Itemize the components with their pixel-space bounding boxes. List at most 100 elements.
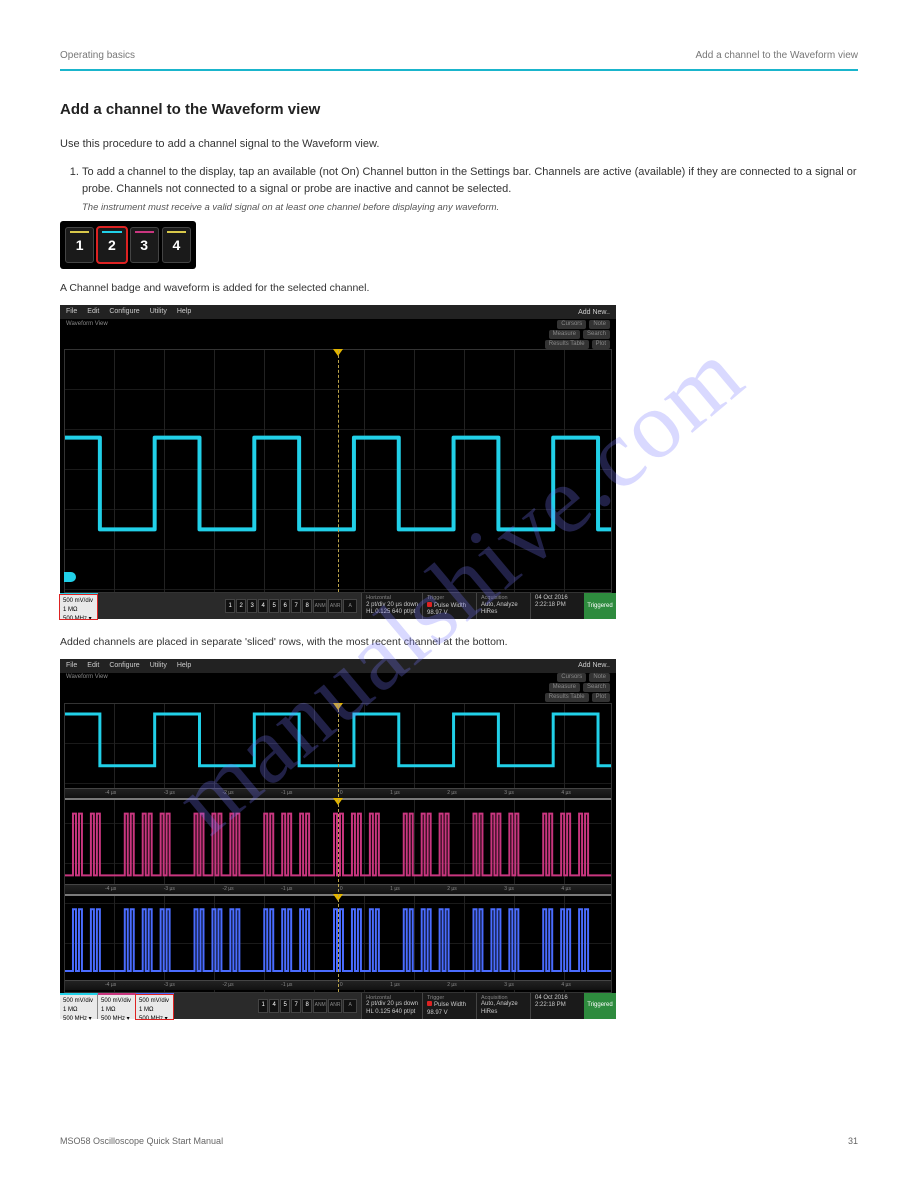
scope-subbar2: MeasureSearch	[60, 683, 616, 693]
scope-graticule-stacked: -4 µs-3 µs-2 µs-1 µs01 µs2 µs3 µs4 µs -4…	[64, 703, 612, 993]
acquisition-panel[interactable]: AcquisitionAuto, AnalyzeHiRes	[476, 993, 530, 1019]
scope-subbar3: Results TablePlot	[60, 693, 616, 703]
subbar-left: Waveform View	[66, 673, 108, 682]
header-left: Operating basics	[60, 48, 135, 63]
figure2-caption: Added channels are placed in separate 's…	[60, 635, 858, 651]
scope-subbar3: Results TablePlot	[60, 339, 616, 349]
inactive-channel-tab[interactable]: 3	[247, 599, 257, 613]
scope-subbar: Waveform View CursorsNote	[60, 319, 616, 329]
channel-badge[interactable]: 500 mV/div1 MΩ500 MHz ▾	[60, 593, 98, 619]
timestamp-panel[interactable]: 04 Oct 20162:22:18 PM	[530, 993, 584, 1019]
channel-button-label: 2	[108, 235, 116, 256]
inactive-channel-tab[interactable]: 5	[269, 599, 279, 613]
channel-button-1[interactable]: 1	[65, 227, 94, 263]
waveform-svg	[65, 350, 611, 593]
run-state-button[interactable]: Triggered	[584, 593, 616, 619]
inactive-channel-tab[interactable]: 5	[280, 999, 290, 1013]
scope-tool-button[interactable]: Results Table	[545, 340, 589, 349]
channel-button-label: 1	[76, 235, 84, 256]
footer-right: 31	[848, 1135, 858, 1149]
scope-menubar: File Edit Configure Utility Help Add New..	[60, 659, 616, 673]
scope-tool-button[interactable]: Plot	[592, 693, 610, 702]
scope-menu-item[interactable]: Configure	[109, 661, 139, 672]
inactive-channel-tab[interactable]: 6	[280, 599, 290, 613]
inactive-channel-tab[interactable]: 2	[236, 599, 246, 613]
header-right: Add a channel to the Waveform view	[696, 48, 859, 63]
inactive-channel-tab[interactable]: 8	[302, 599, 312, 613]
scope-subbar: Waveform View CursorsNote	[60, 673, 616, 683]
step-1-note: The instrument must receive a valid sign…	[82, 201, 858, 215]
scope-bottombar: 500 mV/div1 MΩ500 MHz ▾500 mV/div1 MΩ500…	[60, 993, 616, 1019]
trigger-panel[interactable]: TriggerPulse Width98.97 V	[422, 593, 476, 619]
scope-menu-item[interactable]: File	[66, 307, 77, 318]
scope-menu-item[interactable]: Help	[177, 661, 191, 672]
inactive-channel-tab[interactable]: 1	[225, 599, 235, 613]
channel-button-label: 4	[172, 235, 180, 256]
step-1: To add a channel to the display, tap an …	[82, 164, 858, 215]
addnew-label: Add New..	[578, 309, 610, 316]
page-header: Operating basics Add a channel to the Wa…	[60, 48, 858, 63]
scope-tool-button[interactable]: Measure	[549, 330, 580, 339]
section-intro: Use this procedure to add a channel sign…	[60, 136, 858, 153]
run-state-button[interactable]: Triggered	[584, 993, 616, 1019]
scope-subbar2: MeasureSearch	[60, 329, 616, 339]
horizontal-panel[interactable]: Horizontal2 pt/div 20 µs downHL 0.125 64…	[361, 593, 422, 619]
scope-tool-button[interactable]: Results Table	[545, 693, 589, 702]
header-rule	[60, 69, 858, 71]
scope-screenshot-2: File Edit Configure Utility Help Add New.. W…	[60, 659, 616, 1019]
inactive-channel-tab[interactable]: 7	[291, 999, 301, 1013]
channel-button-label: 3	[140, 235, 148, 256]
footer-left: MSO58 Oscilloscope Quick Start Manual	[60, 1135, 223, 1149]
inactive-channel-tabs: 12345678ANMANRA	[221, 593, 361, 619]
add-new-tab[interactable]: ANM	[313, 599, 327, 613]
add-new-tab[interactable]: A	[343, 599, 357, 613]
scope-menu-item[interactable]: Edit	[87, 661, 99, 672]
inactive-channel-tab[interactable]: 4	[269, 999, 279, 1013]
scope-tool-button[interactable]: Cursors	[557, 673, 586, 682]
scope-menu-item[interactable]: File	[66, 661, 77, 672]
scope-menu-item[interactable]: Utility	[150, 307, 167, 318]
inactive-channel-tabs: 14578ANMANRA	[254, 993, 361, 1019]
acquisition-panel[interactable]: AcquisitionAuto, AnalyzeHiRes	[476, 593, 530, 619]
channel-badge[interactable]: 500 mV/div1 MΩ500 MHz ▾	[60, 993, 98, 1019]
channel-badge[interactable]: 500 mV/div1 MΩ500 MHz ▾	[136, 993, 174, 1019]
scope-menu-item[interactable]: Configure	[109, 307, 139, 318]
channel-button-2[interactable]: 2	[97, 227, 126, 263]
scope-menubar: File Edit Configure Utility Help Add New..	[60, 305, 616, 319]
scope-graticule	[64, 349, 612, 593]
trigger-panel[interactable]: TriggerPulse Width98.97 V	[422, 993, 476, 1019]
scope-tool-button[interactable]: Note	[589, 320, 610, 329]
inactive-channel-tab[interactable]: 4	[258, 599, 268, 613]
section-title: Add a channel to the Waveform view	[60, 99, 858, 122]
channel-badge[interactable]: 500 mV/div1 MΩ500 MHz ▾	[98, 993, 136, 1019]
add-new-tab[interactable]: ANM	[313, 999, 327, 1013]
procedure-list: To add a channel to the display, tap an …	[82, 164, 858, 215]
scope-tool-button[interactable]: Cursors	[557, 320, 586, 329]
addnew-label: Add New..	[578, 662, 610, 669]
inactive-channel-tab[interactable]: 8	[302, 999, 312, 1013]
inactive-channel-tab[interactable]: 1	[258, 999, 268, 1013]
add-new-tab[interactable]: A	[343, 999, 357, 1013]
figure1-caption: A Channel badge and waveform is added fo…	[60, 281, 858, 297]
channel-strip-figure: 1 2 3 4	[60, 221, 196, 269]
waveform-svg	[65, 704, 611, 993]
scope-menu-item[interactable]: Utility	[150, 661, 167, 672]
scope-screenshot-1: File Edit Configure Utility Help Add New.. W…	[60, 305, 616, 619]
scope-tool-button[interactable]: Search	[583, 683, 610, 692]
scope-tool-button[interactable]: Plot	[592, 340, 610, 349]
channel-button-3[interactable]: 3	[130, 227, 159, 263]
add-new-tab[interactable]: ANR	[328, 599, 342, 613]
horizontal-panel[interactable]: Horizontal2 pt/div 20 µs downHL 0.125 64…	[361, 993, 422, 1019]
scope-tool-button[interactable]: Note	[589, 673, 610, 682]
subbar-left: Waveform View	[66, 320, 108, 329]
scope-menu-item[interactable]: Edit	[87, 307, 99, 318]
scope-menu-item[interactable]: Help	[177, 307, 191, 318]
timestamp-panel[interactable]: 04 Oct 20162:22:18 PM	[530, 593, 584, 619]
channel-button-4[interactable]: 4	[162, 227, 191, 263]
page-footer: MSO58 Oscilloscope Quick Start Manual 31	[60, 1135, 858, 1149]
inactive-channel-tab[interactable]: 7	[291, 599, 301, 613]
scope-tool-button[interactable]: Measure	[549, 683, 580, 692]
step-1-text: To add a channel to the display, tap an …	[82, 166, 857, 195]
add-new-tab[interactable]: ANR	[328, 999, 342, 1013]
scope-tool-button[interactable]: Search	[583, 330, 610, 339]
